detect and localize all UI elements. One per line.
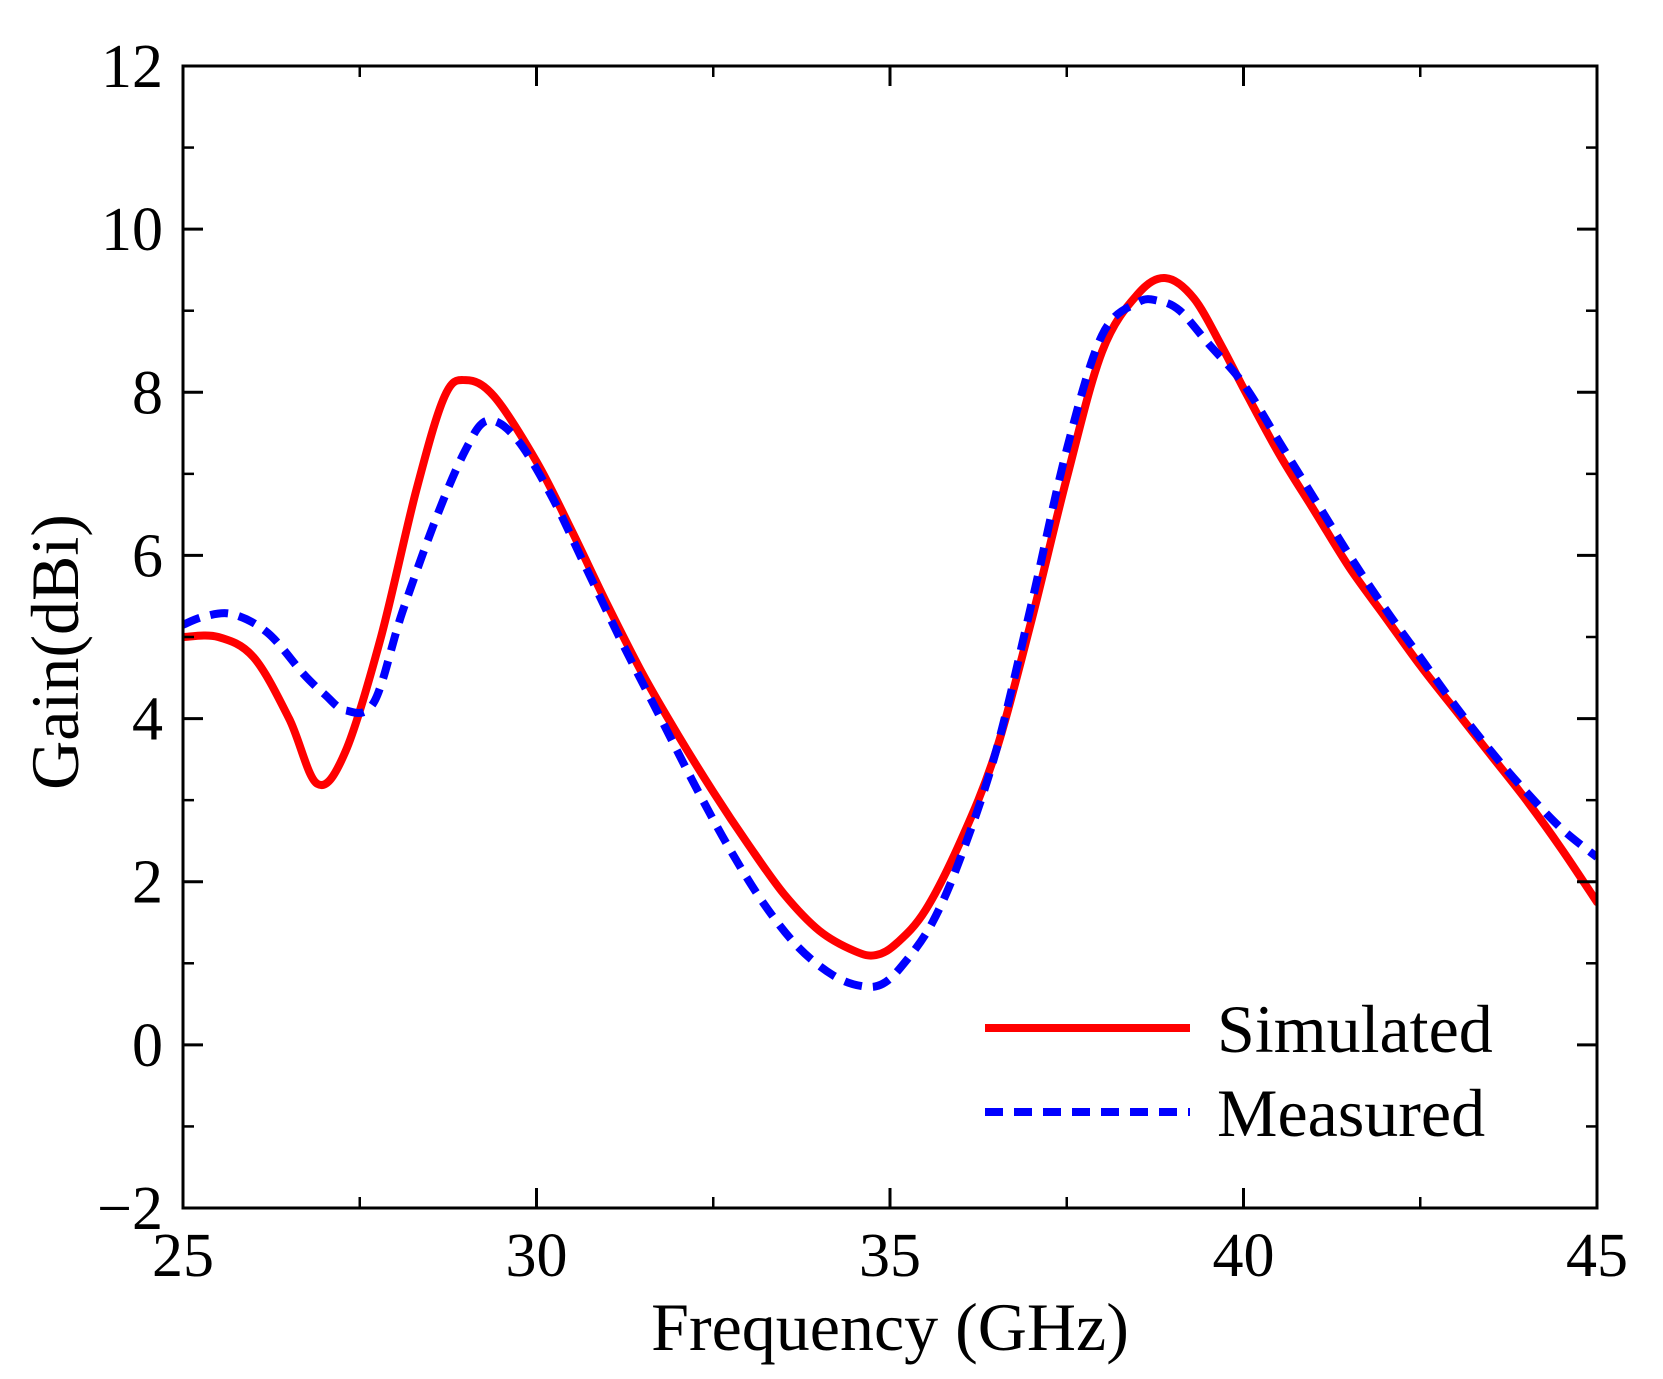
y-tick-label: −2 [97, 1175, 163, 1243]
y-axis-title: Gain(dBi) [17, 514, 93, 790]
series-line-simulated [183, 274, 1597, 960]
x-tick-label: 25 [152, 1222, 214, 1290]
x-axis-title: Frequency (GHz) [651, 1289, 1129, 1365]
y-tick-label: 10 [101, 196, 163, 264]
y-tick-label: 2 [132, 849, 163, 917]
x-tick-label: 40 [1213, 1222, 1275, 1290]
plot-frame [181, 64, 1599, 1210]
x-tick-label: 35 [859, 1222, 921, 1290]
y-tick-label: 0 [132, 1012, 163, 1080]
minor-ticks [183, 66, 1597, 1208]
legend-simulated-label: Simulated [1217, 991, 1493, 1067]
series-line-measured [183, 295, 1597, 991]
legend: Simulated Measured [985, 991, 1493, 1151]
x-tick-labels: 25 30 35 40 45 [152, 1222, 1628, 1290]
x-tick-label: 45 [1566, 1222, 1628, 1290]
y-tick-label: 4 [132, 686, 163, 754]
y-tick-label: 6 [132, 522, 163, 590]
x-tick-label: 30 [506, 1222, 568, 1290]
legend-measured-label: Measured [1217, 1075, 1485, 1151]
y-tick-label: 12 [101, 33, 163, 101]
y-tick-label: 8 [132, 359, 163, 427]
y-tick-labels: −2 0 2 4 6 8 10 12 [97, 33, 163, 1243]
series-layer [183, 274, 1597, 991]
